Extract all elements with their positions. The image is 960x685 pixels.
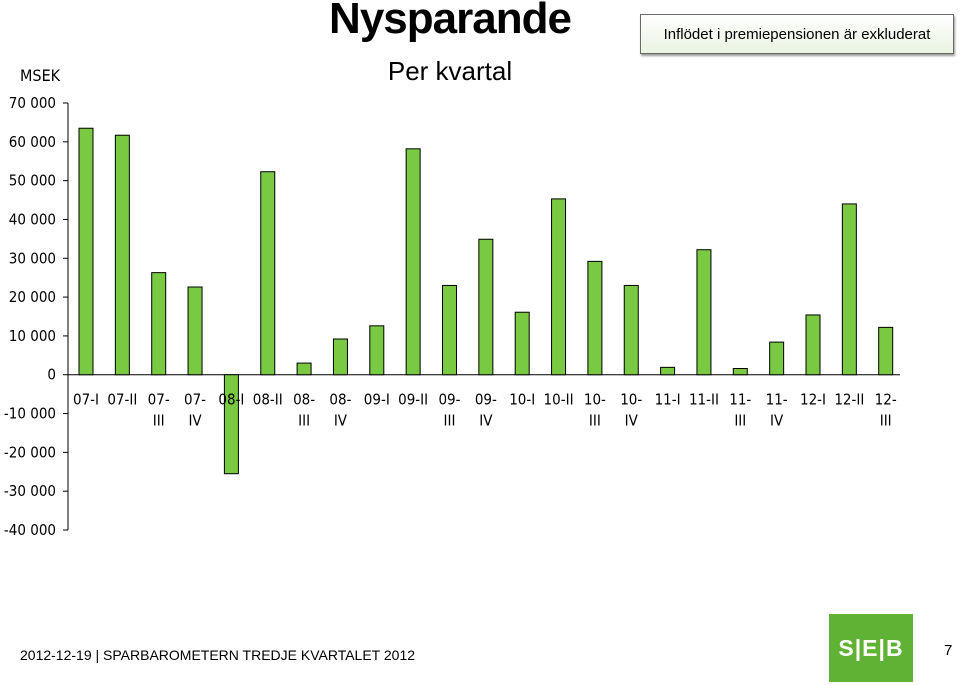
x-tick-label: 11-II xyxy=(689,391,719,409)
x-tick-label: 09-I xyxy=(364,391,390,409)
x-tick-label: IV xyxy=(479,412,493,430)
bar-08-IV xyxy=(332,338,348,376)
x-tick-label: 08- xyxy=(329,391,351,409)
y-axis-unit: MSEK xyxy=(20,66,61,85)
footer-text: 2012-12-19 | SPARBAROMETERN TREDJE KVART… xyxy=(20,647,416,663)
y-tick-label: 50 000 xyxy=(9,172,56,190)
x-tick-label: 11-I xyxy=(655,391,681,409)
x-tick-label: IV xyxy=(625,412,639,430)
y-tick-label: 70 000 xyxy=(9,94,56,112)
y-tick-label: -30 000 xyxy=(4,482,56,500)
x-tick-label: 08-I xyxy=(218,391,244,409)
bar-07-I xyxy=(78,127,94,376)
y-tick-label: 30 000 xyxy=(9,249,56,267)
x-tick-label: IV xyxy=(188,412,202,430)
x-tick-label: 11- xyxy=(766,391,788,409)
bar-11-I xyxy=(660,366,676,376)
seb-logo: S|E|B xyxy=(829,614,913,682)
note-text: Inflödet i premiepensionen är exkluderat xyxy=(663,25,931,43)
bar-12-III xyxy=(878,326,894,376)
bar-12-II xyxy=(841,203,857,376)
bar-09-II xyxy=(405,148,421,376)
x-tick-label: 09-II xyxy=(398,391,428,409)
x-tick-label: 12-I xyxy=(800,391,826,409)
y-tick-label: 20 000 xyxy=(9,288,56,306)
bar-10-III xyxy=(587,260,603,376)
bar-07-IV xyxy=(187,286,203,376)
x-tick-label: III xyxy=(880,412,892,430)
bar-08-I xyxy=(223,374,239,475)
x-tick-label: 07- xyxy=(148,391,170,409)
x-tick-label: III xyxy=(444,412,456,430)
bar-11-II xyxy=(696,249,712,376)
exclusion-note: Inflödet i premiepensionen är exkluderat xyxy=(640,14,954,54)
y-tick-label: 60 000 xyxy=(9,133,56,151)
x-tick-label: 12- xyxy=(875,391,897,409)
x-tick-label: 10-II xyxy=(544,391,574,409)
bar-11-III xyxy=(732,368,748,376)
x-tick-label: 07-I xyxy=(73,391,99,409)
x-tick-label: III xyxy=(589,412,601,430)
bar-12-I xyxy=(805,314,821,376)
y-tick-label: -20 000 xyxy=(4,443,56,461)
bar-chart: 70 000 60 000 50 000 40 000 30 000 20 000 10 0… xyxy=(4,94,900,539)
x-tick-label: 09- xyxy=(438,391,460,409)
bar-10-I xyxy=(514,311,530,376)
x-tick-label: 10- xyxy=(620,391,642,409)
x-tick-label: 12-II xyxy=(834,391,864,409)
x-tick-label: 11- xyxy=(729,391,751,409)
x-tick-label: III xyxy=(734,412,746,430)
x-tick-label: 10- xyxy=(584,391,606,409)
chart-title: Nysparande xyxy=(329,0,572,43)
x-tick-label: IV xyxy=(334,412,348,430)
bar-08-II xyxy=(260,171,276,376)
x-tick-label: 07- xyxy=(184,391,206,409)
bar-07-II xyxy=(114,134,130,376)
y-tick-label: 40 000 xyxy=(9,210,56,228)
x-tick-label: III xyxy=(153,412,165,430)
bar-10-II xyxy=(551,198,567,376)
x-tick-label: 07-II xyxy=(107,391,137,409)
y-tick-label: 0 xyxy=(47,366,56,384)
bar-08-III xyxy=(296,362,312,376)
y-tick-label: 10 000 xyxy=(9,327,56,345)
seb-logo-text: S|E|B xyxy=(838,634,904,661)
x-tick-label: IV xyxy=(770,412,784,430)
bar-09-I xyxy=(369,325,385,376)
x-tick-label: 10-I xyxy=(509,391,535,409)
y-tick-label: -10 000 xyxy=(4,405,56,423)
bar-07-III xyxy=(151,272,167,376)
y-tick-label: -40 000 xyxy=(4,521,56,539)
bar-09-IV xyxy=(478,238,494,376)
x-tick-label: 08- xyxy=(293,391,315,409)
chart-subtitle: Per kvartal xyxy=(387,56,513,86)
bar-09-III xyxy=(442,284,457,376)
page-number: 7 xyxy=(944,642,953,659)
bar-11-IV xyxy=(769,341,785,376)
x-tick-label: 08-II xyxy=(253,391,283,409)
x-tick-label: III xyxy=(298,412,310,430)
x-tick-label: 09- xyxy=(475,391,497,409)
bar-10-IV xyxy=(623,284,639,376)
